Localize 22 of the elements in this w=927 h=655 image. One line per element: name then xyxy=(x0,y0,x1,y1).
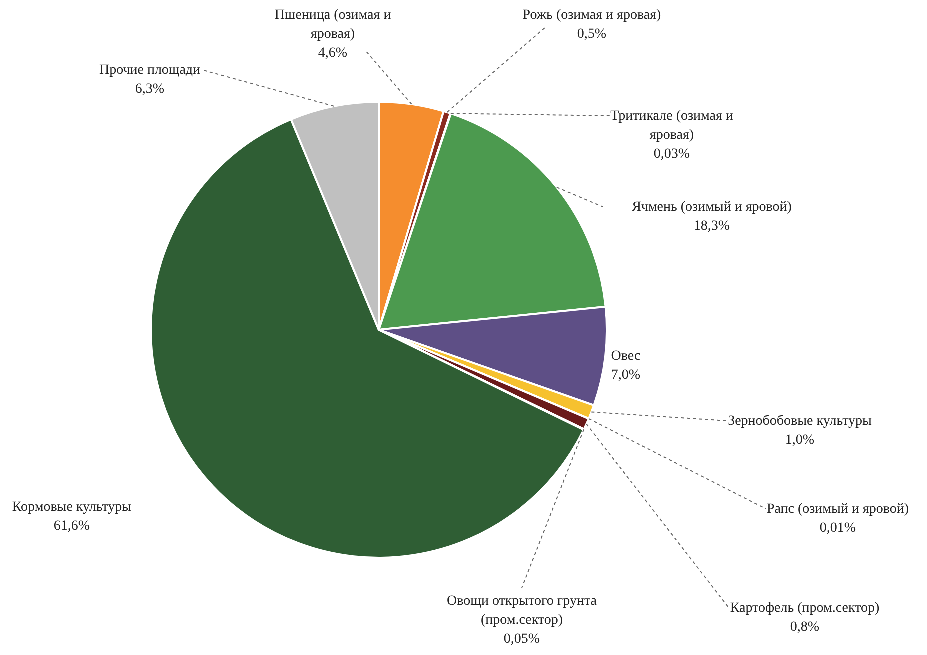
slice-label: Овес xyxy=(611,349,641,364)
data-label: 1,0% xyxy=(785,433,815,448)
slice-label: Зернобобовые культуры xyxy=(728,414,873,429)
data-label: 4,6% xyxy=(318,46,348,61)
slice-label: Рапс (озимый и яровой) xyxy=(766,502,910,517)
data-label: 0,03% xyxy=(654,147,690,162)
data-label: 61,6% xyxy=(54,519,90,534)
slice-label: Тритикале (озимая и яровая) xyxy=(610,109,734,143)
data-label: 0,01% xyxy=(820,521,856,536)
slice-label: Ячмень (озимый и яровой) xyxy=(632,200,792,215)
slice-label: Овощи открытого грунта (пром.сектор) xyxy=(447,594,598,628)
slice-label: Пшеница (озимая и яровая) xyxy=(274,8,392,42)
data-label: 6,3% xyxy=(135,82,165,97)
data-label: 0,05% xyxy=(504,632,540,647)
data-label: 18,3% xyxy=(694,219,730,234)
data-label: 0,8% xyxy=(790,620,820,635)
slice-label: Прочие площади xyxy=(99,63,202,78)
slice-label: Картофель (пром.сектор) xyxy=(730,601,880,616)
slice-label: Кормовые культуры xyxy=(12,500,132,515)
slice-label: Рожь (озимая и яровая) xyxy=(522,8,662,23)
data-label: 7,0% xyxy=(611,368,641,383)
data-label: 0,5% xyxy=(577,27,607,42)
